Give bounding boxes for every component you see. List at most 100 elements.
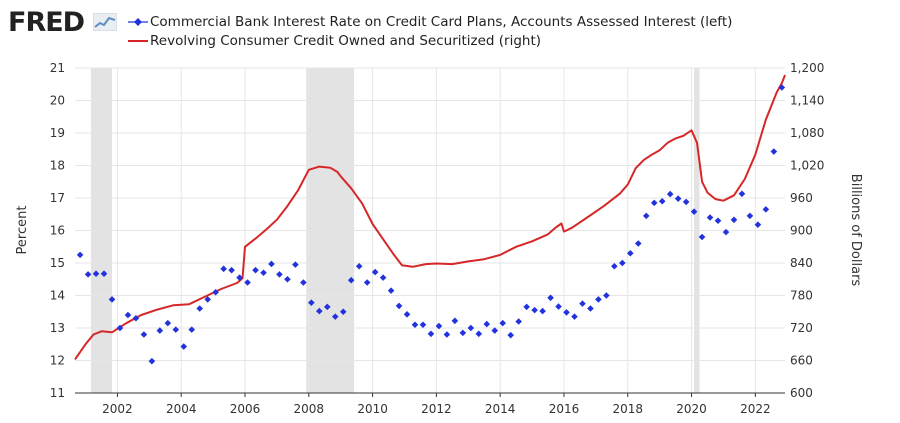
interest-rate-point [379, 274, 387, 281]
x-tick-label: 2020 [676, 402, 707, 416]
interest-rate-point [76, 251, 84, 259]
y-right-tick-label: 600 [790, 386, 813, 400]
axes: 11 600 12 660 13 720 14 780 15 840 16 900 17 960 18 1,0… [50, 61, 825, 416]
interest-rate-point [682, 198, 690, 206]
interest-rate-point [236, 274, 243, 281]
y-left-tick-label: 16 [50, 224, 65, 238]
interest-rate-point [100, 270, 108, 278]
x-tick-label: 2008 [294, 402, 325, 416]
interest-rate-point [698, 233, 706, 241]
y-axis-right-title: Billions of Dollars [848, 174, 863, 287]
interest-rate-point [92, 270, 100, 278]
interest-rate-point [674, 195, 682, 202]
interest-rate-point [595, 296, 602, 303]
x-tick-label: 2010 [357, 402, 388, 416]
interest-rate-point [411, 321, 419, 329]
interest-rate-point [347, 276, 355, 284]
interest-rate-point [722, 228, 730, 236]
y-right-tick-label: 1,140 [790, 94, 824, 108]
revolving-credit-series [74, 74, 786, 360]
interest-rate-point [634, 240, 642, 247]
interest-rate-point [204, 296, 211, 303]
x-tick-label: 2012 [421, 402, 452, 416]
y-left-tick-label: 17 [50, 191, 65, 205]
interest-rate-point [587, 305, 594, 312]
interest-rate-point [339, 308, 347, 316]
x-tick-label: 2004 [166, 402, 197, 416]
interest-rate-point [427, 330, 435, 338]
interest-rate-point [650, 199, 658, 207]
y-axis-left-title: Percent [15, 206, 30, 255]
interest-rate-point [459, 329, 467, 337]
y-left-tick-label: 21 [50, 61, 65, 75]
y-right-tick-label: 720 [790, 321, 813, 335]
interest-rate-point [124, 311, 132, 319]
interest-rate-point [140, 331, 148, 338]
y-right-tick-label: 1,020 [790, 159, 824, 173]
interest-rate-point [355, 262, 363, 270]
interest-rate-point [738, 190, 746, 198]
interest-rate-point [244, 279, 251, 286]
legend-label-interest-rate: Commercial Bank Interest Rate on Credit … [150, 14, 733, 30]
interest-rate-point [579, 300, 586, 307]
grid-lines [75, 67, 785, 394]
fred-chart-icon [93, 13, 117, 31]
interest-rate-point [762, 206, 770, 213]
x-tick-label: 2016 [549, 402, 580, 416]
y-right-tick-label: 840 [790, 256, 813, 270]
interest-rate-point [435, 322, 443, 330]
interest-rate-point [220, 265, 227, 273]
interest-rate-point [403, 311, 411, 318]
interest-rate-point [666, 190, 674, 198]
interest-rate-point [563, 309, 570, 316]
interest-rate-point [603, 292, 610, 299]
interest-rate-point [331, 313, 339, 320]
interest-rate-point [491, 327, 499, 334]
interest-rate-point [483, 320, 491, 328]
interest-rate-point [132, 314, 140, 322]
y-left-tick-label: 15 [50, 256, 65, 270]
interest-rate-point [467, 324, 475, 332]
interest-rate-point [164, 319, 172, 327]
interest-rate-series [76, 84, 786, 365]
y-right-tick-label: 1,080 [790, 126, 824, 140]
y-right-tick-label: 960 [790, 191, 813, 205]
interest-rate-point [499, 319, 507, 327]
interest-rate-point [419, 321, 427, 329]
y-left-tick-label: 11 [50, 386, 65, 400]
interest-rate-point [531, 306, 538, 314]
interest-rate-point [284, 275, 291, 283]
x-tick-label: 2022 [740, 402, 771, 416]
interest-rate-point [316, 307, 323, 315]
interest-rate-point [108, 296, 116, 303]
x-tick-label: 2002 [102, 402, 133, 416]
chart-header: FRED Commercial Bank Interest Rate on Cr… [0, 0, 900, 56]
interest-rate-point [507, 331, 514, 339]
interest-rate-point [539, 307, 546, 315]
interest-rate-point [212, 288, 219, 296]
fred-logo[interactable]: FRED [8, 7, 85, 38]
interest-rate-point [547, 294, 554, 302]
x-tick-label: 2014 [485, 402, 516, 416]
interest-rate-point [188, 326, 196, 333]
interest-rate-point [658, 197, 666, 205]
interest-rate-point [611, 262, 618, 270]
y-left-tick-label: 18 [50, 159, 65, 173]
interest-rate-point [778, 84, 786, 91]
interest-rate-point [252, 266, 259, 274]
interest-rate-point [116, 324, 124, 332]
interest-rate-point [627, 249, 634, 257]
interest-rate-point [571, 313, 578, 320]
y-left-tick-label: 14 [50, 289, 65, 303]
y-right-tick-label: 660 [790, 354, 813, 368]
interest-rate-point [371, 268, 379, 276]
interest-rate-point [84, 271, 92, 278]
y-left-tick-label: 13 [50, 321, 65, 335]
interest-rate-point [148, 357, 156, 365]
interest-rate-point [395, 302, 403, 310]
interest-rate-point [300, 279, 307, 286]
y-left-tick-label: 19 [50, 126, 65, 140]
interest-rate-point [523, 303, 530, 311]
interest-rate-point [387, 287, 395, 294]
